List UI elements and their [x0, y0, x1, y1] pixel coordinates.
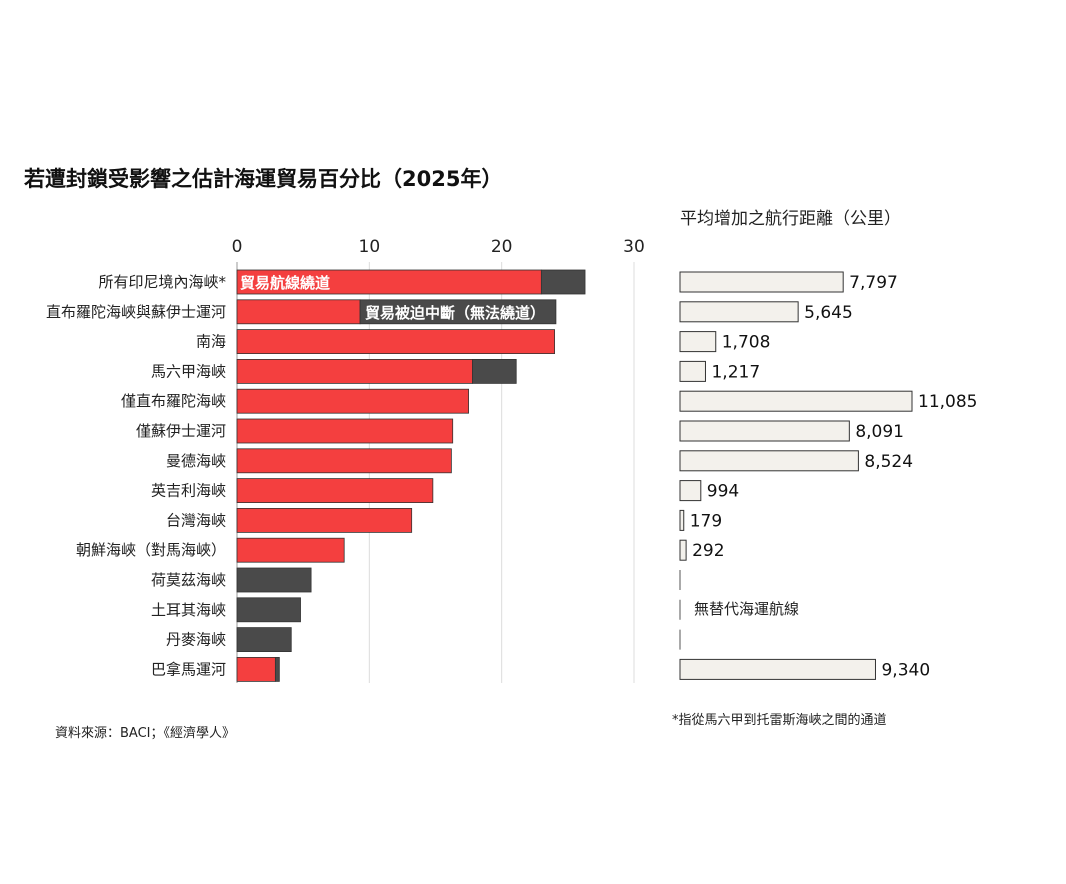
bar-segment	[359, 299, 557, 325]
bar-segment	[236, 627, 292, 652]
category-label: 英吉利海峽	[151, 482, 226, 500]
x-tick-label: 10	[359, 237, 381, 257]
distance-value-label: 5,645	[804, 303, 853, 323]
distance-bar	[679, 480, 702, 502]
bar-segment	[236, 448, 452, 474]
x-tick-label: 30	[623, 237, 645, 257]
distance-bar	[679, 450, 859, 472]
category-label: 曼德海峽	[166, 452, 226, 470]
category-label: 僅直布羅陀海峽	[121, 392, 226, 410]
category-label: 所有印尼境內海峽*	[98, 273, 226, 291]
bar-segment	[236, 597, 301, 623]
distance-bar	[679, 509, 685, 531]
x-tick-label: 20	[491, 237, 513, 257]
source-note: 資料來源：BACI；《經濟學人》	[55, 725, 235, 741]
distance-bar	[679, 658, 876, 680]
footnote: *指從馬六甲到托雷斯海峽之間的通道	[672, 712, 887, 728]
bar-segment	[236, 657, 276, 682]
category-label: 馬六甲海峽	[151, 362, 226, 380]
distance-value-label: 179	[690, 511, 722, 531]
bar-segment	[236, 269, 542, 295]
category-label: 巴拿馬運河	[151, 660, 226, 678]
distance-bar	[679, 420, 850, 442]
distance-value-label: 1,217	[711, 362, 760, 382]
bar-segment	[236, 358, 473, 384]
distance-value-label: 8,091	[855, 422, 904, 442]
distance-subtitle: 平均增加之航行距離（公里）	[680, 209, 901, 229]
bar-segment	[236, 418, 454, 444]
distance-value-label: 994	[707, 482, 739, 502]
category-label: 僅蘇伊士運河	[136, 422, 226, 440]
chart-title: 若遭封鎖受影響之估計海運貿易百分比（2025年）	[23, 167, 502, 191]
category-label: 南海	[196, 333, 226, 351]
distance-bar	[679, 390, 913, 412]
category-label: 直布羅陀海峽與蘇伊士運河	[46, 303, 226, 321]
distance-value-label: 11,085	[918, 392, 977, 412]
distance-bars: 7,797 5,645 1,708 1,217 11,085 8,091 8,524 994 1…	[679, 271, 977, 680]
bar-segment	[274, 657, 280, 682]
distance-bar	[679, 360, 706, 382]
distance-value-label: 9,340	[881, 660, 930, 680]
x-axis-ticks: 0 10 20 30	[232, 237, 645, 257]
category-label: 荷莫茲海峽	[151, 571, 226, 589]
distance-bar	[679, 331, 717, 353]
distance-value-label: 8,524	[864, 452, 913, 472]
bar-segment	[236, 567, 312, 593]
category-label: 丹麥海峽	[166, 631, 226, 649]
distance-bar	[679, 539, 687, 561]
distance-bar	[679, 301, 799, 323]
bar-segment	[236, 329, 556, 355]
distance-value-label: 7,797	[849, 273, 898, 293]
distance-value-label: 292	[692, 541, 724, 561]
bar-segment	[236, 478, 434, 504]
bar-segment	[236, 299, 361, 325]
no-alternative-label: 無替代海運航線	[694, 600, 799, 618]
legend-reroute-label: 貿易航線繞道	[240, 274, 330, 292]
category-label: 朝鮮海峽（對馬海峽）	[76, 541, 226, 559]
bar-segment	[236, 507, 413, 533]
bar-segment	[540, 269, 586, 295]
stacked-bars	[236, 269, 586, 682]
bar-segment	[472, 358, 517, 384]
category-labels: 所有印尼境內海峽* 直布羅陀海峽與蘇伊士運河南海馬六甲海峽僅直布羅陀海峽僅蘇伊士運…	[46, 273, 227, 678]
x-tick-label: 0	[232, 237, 243, 257]
category-label: 台灣海峽	[166, 511, 226, 529]
bar-segment	[236, 537, 345, 563]
bar-segment	[236, 388, 469, 414]
category-label: 土耳其海峽	[151, 601, 226, 619]
distance-bar	[679, 271, 844, 293]
legend-disrupted-label: 貿易被迫中斷（無法繞道）	[365, 304, 545, 322]
distance-value-label: 1,708	[722, 333, 771, 353]
